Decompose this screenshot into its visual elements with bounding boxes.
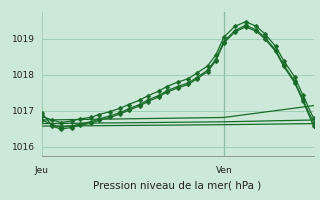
X-axis label: Pression niveau de la mer( hPa ): Pression niveau de la mer( hPa )	[93, 180, 262, 190]
